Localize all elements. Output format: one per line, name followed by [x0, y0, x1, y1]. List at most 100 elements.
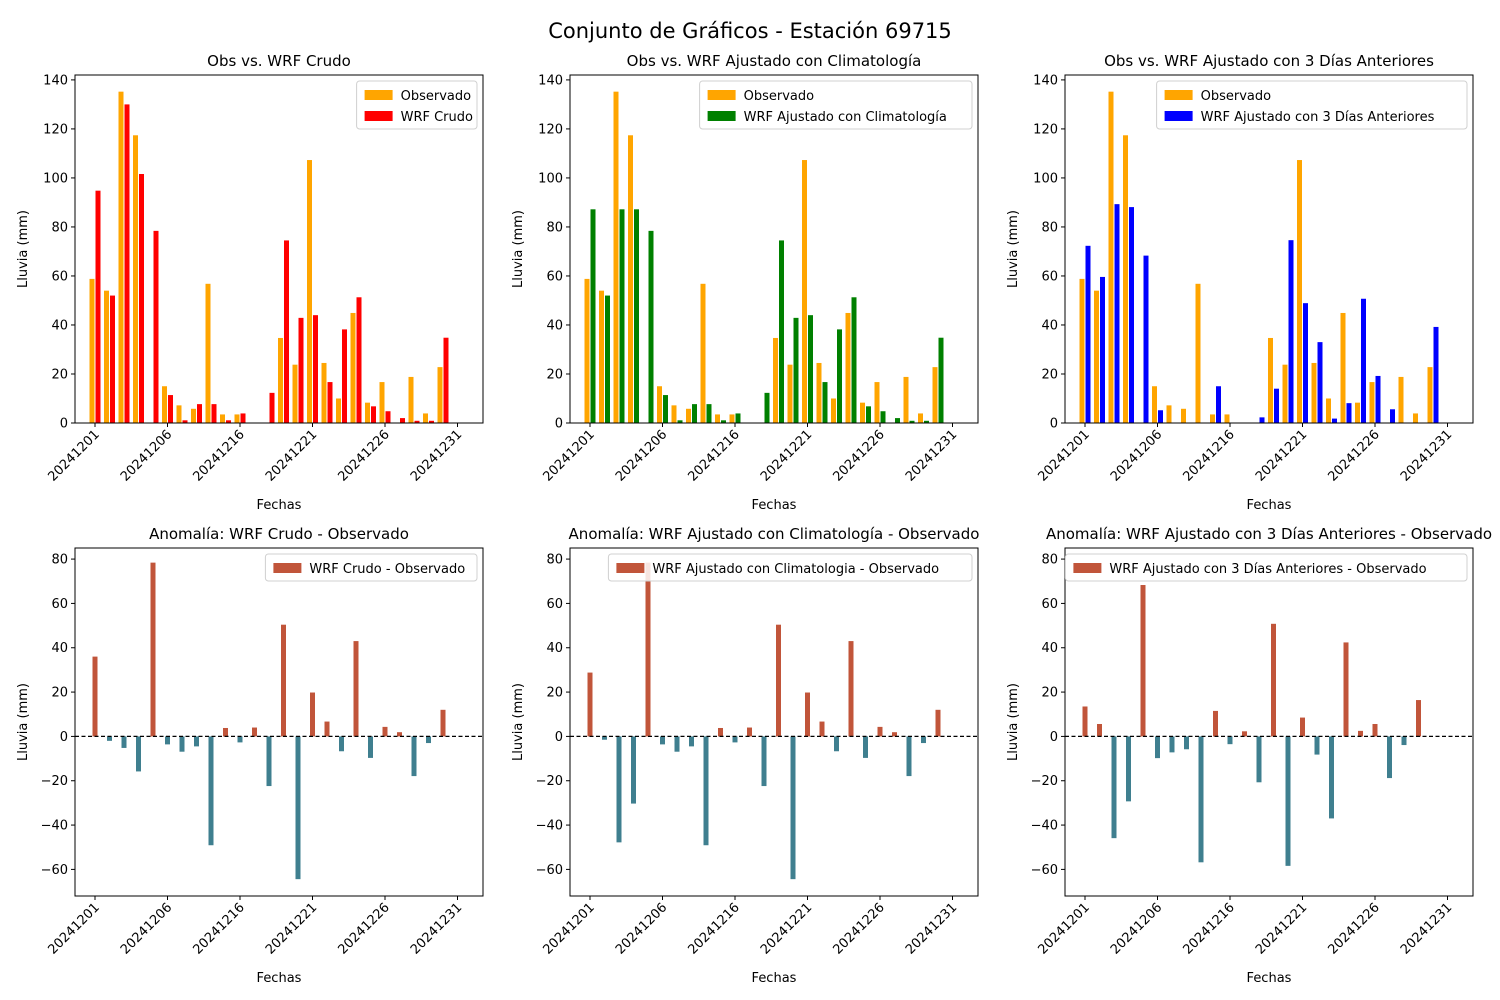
bar: [162, 386, 167, 423]
bar: [909, 420, 915, 423]
bar: [443, 337, 449, 423]
panel-title: Anomalía: WRF Ajustado con Climatología …: [569, 525, 980, 543]
x-tick-label: 20241201: [1035, 900, 1092, 957]
bar: [356, 297, 362, 423]
bar: [747, 727, 752, 737]
bar: [735, 413, 741, 423]
y-tick-label: 60: [546, 269, 563, 284]
bar: [921, 736, 926, 744]
bar: [1390, 409, 1395, 423]
y-tick-label: 20: [546, 686, 563, 701]
bar: [1198, 736, 1204, 863]
y-tick-label: 40: [51, 641, 68, 656]
y-tick-label: 40: [1041, 318, 1058, 333]
y-tick-label: 80: [546, 553, 563, 568]
panel-title: Obs vs. WRF Crudo: [207, 52, 351, 70]
bar: [423, 413, 428, 423]
bar: [1111, 736, 1117, 839]
bar: [1268, 337, 1273, 423]
bar: [211, 404, 217, 423]
bar: [1085, 245, 1091, 423]
x-tick-label: 20241226: [1325, 900, 1382, 957]
bar: [932, 367, 938, 423]
bar: [874, 382, 880, 423]
bar: [1311, 362, 1317, 423]
bar: [1340, 312, 1346, 423]
x-tick-label: 20241231: [1398, 900, 1455, 957]
bar: [429, 420, 434, 423]
bar: [1358, 730, 1363, 737]
legend-swatch: [707, 111, 736, 121]
bar: [599, 290, 604, 423]
bar: [715, 414, 720, 423]
bar: [1413, 413, 1418, 423]
legend-entry: WRF Ajustado con 3 Días Anteriores - Obs…: [1109, 562, 1426, 577]
y-tick-label: 80: [1041, 220, 1058, 235]
y-tick-label: −60: [1031, 863, 1058, 878]
bar: [353, 641, 359, 737]
bar: [1285, 736, 1291, 866]
x-axis-label: Fechas: [1247, 498, 1292, 513]
x-tick-label: 20241221: [758, 900, 815, 957]
bar: [133, 135, 138, 423]
x-tick-label: 20241226: [1325, 427, 1382, 484]
y-tick-label: 140: [1033, 73, 1058, 88]
y-tick-label: 80: [51, 553, 68, 568]
panel-3: Obs vs. WRF Ajustado con 3 Días Anterior…: [1006, 52, 1474, 513]
bar: [339, 736, 344, 752]
bar: [313, 315, 318, 423]
x-tick-label: 20241216: [685, 900, 742, 957]
bar: [1227, 736, 1233, 745]
y-tick-label: 100: [43, 171, 68, 186]
bar: [440, 709, 446, 737]
bar: [1158, 410, 1163, 423]
bar: [182, 420, 188, 423]
legend-box: [264, 553, 478, 582]
y-axis-label: Lluvia (mm): [1006, 210, 1021, 288]
y-tick-label: 80: [51, 220, 68, 235]
bar: [831, 398, 836, 423]
x-tick-label: 20241221: [1253, 427, 1310, 484]
bar: [411, 736, 417, 777]
bar: [1195, 283, 1201, 423]
bar: [92, 656, 98, 737]
y-tick-label: 120: [43, 122, 68, 137]
legend-entry: WRF Crudo: [401, 110, 473, 125]
axes-frame: [74, 547, 484, 897]
legend-swatch: [273, 563, 302, 573]
bar: [689, 736, 694, 747]
y-tick-label: 140: [538, 73, 563, 88]
bar: [790, 736, 796, 880]
legend-entry: Observado: [1201, 89, 1272, 104]
y-tick-label: 0: [555, 417, 563, 432]
y-tick-label: 40: [546, 318, 563, 333]
x-tick-label: 20241226: [830, 900, 887, 957]
bar: [382, 726, 388, 737]
y-tick-label: 60: [51, 269, 68, 284]
bar: [700, 283, 706, 423]
bar: [848, 641, 854, 737]
legend-entry: WRF Ajustado con Climatología: [744, 110, 947, 125]
bar: [234, 414, 240, 423]
bar: [776, 624, 781, 737]
axes-frame: [74, 74, 484, 424]
bar: [924, 420, 929, 423]
bar: [1129, 207, 1134, 423]
bar: [1398, 376, 1404, 423]
bar: [124, 104, 130, 423]
bar: [150, 562, 156, 737]
bar: [1140, 585, 1146, 737]
bar: [179, 736, 185, 752]
x-tick-label: 20241231: [408, 427, 465, 484]
bar: [237, 736, 243, 743]
bar: [602, 736, 607, 740]
bar: [880, 411, 886, 423]
x-tick-label: 20241216: [685, 427, 742, 484]
x-tick-label: 20241221: [263, 427, 320, 484]
bar: [892, 732, 897, 737]
bar: [1210, 414, 1215, 423]
bar: [1332, 418, 1337, 423]
bar: [298, 317, 304, 423]
y-tick-label: 60: [1041, 597, 1058, 612]
bar: [307, 160, 312, 424]
